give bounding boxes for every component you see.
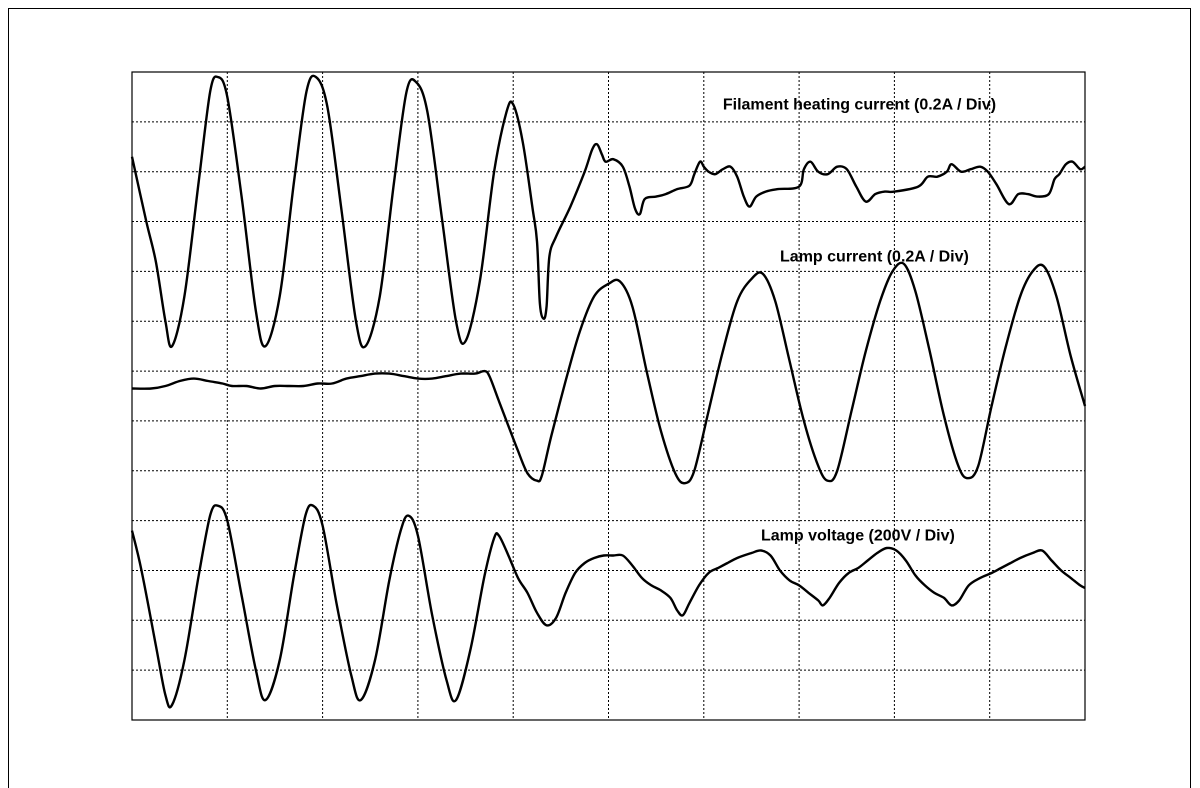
- filament-current-trace: [130, 74, 1086, 349]
- chart-grid: [132, 72, 1085, 720]
- oscilloscope-chart: Filament heating current (0.2A / Div) Lam…: [130, 71, 1087, 721]
- lamp-current-label: Lamp current (0.2A / Div): [780, 248, 969, 265]
- lamp-current-trace: [131, 261, 1087, 485]
- trace-label-group: Filament heating current (0.2A / Div) Lam…: [723, 96, 996, 544]
- lamp-voltage-label: Lamp voltage (200V / Div): [761, 528, 955, 545]
- lamp-voltage-trace: [130, 503, 1086, 709]
- figure-frame: [8, 8, 1191, 788]
- filament-current-label: Filament heating current (0.2A / Div): [723, 96, 996, 113]
- plot-area-border: [131, 71, 1086, 721]
- trace-group: [130, 74, 1087, 709]
